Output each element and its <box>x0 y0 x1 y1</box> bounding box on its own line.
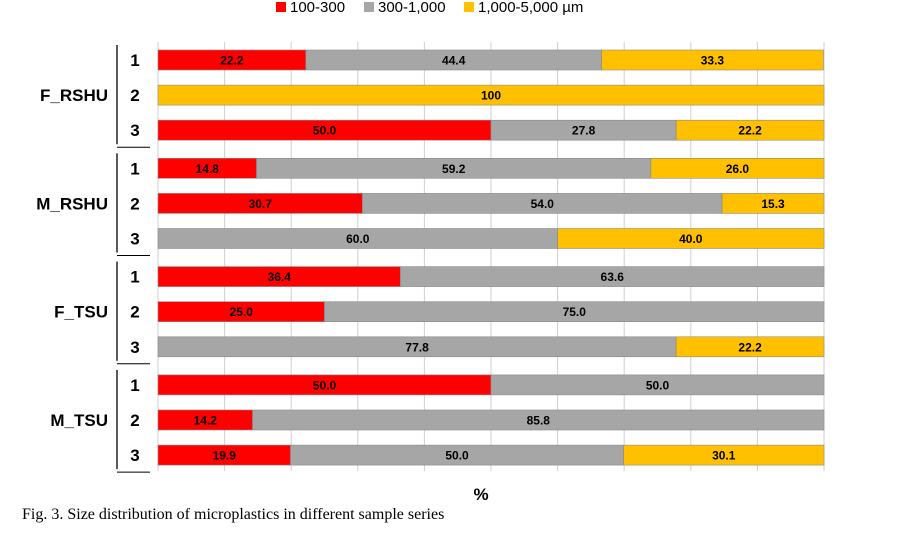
row-tick-label: 2 <box>130 411 139 430</box>
data-label: 50.0 <box>646 378 670 392</box>
data-label: 19.9 <box>213 449 237 463</box>
legend: 100-300 300-1,000 1,000-5,000 µm <box>276 0 583 16</box>
y-axis: 1 2 3 F_RSHU 1 2 3 M_RSHU 1 2 3 F_TSU 1 2 3 M_TSU <box>36 45 150 473</box>
grid-lines <box>157 42 825 472</box>
data-label: 75.0 <box>563 305 587 319</box>
legend-swatch <box>364 2 374 12</box>
data-label: 22.2 <box>738 340 762 354</box>
data-label: 14.8 <box>196 162 220 176</box>
data-label: 40.0 <box>679 232 703 246</box>
bar-segment <box>675 336 825 358</box>
data-label: 25.0 <box>230 305 254 319</box>
data-label: 22.2 <box>220 54 244 68</box>
data-label: 59.2 <box>442 162 466 176</box>
data-label: 14.2 <box>194 414 218 428</box>
data-label: 63.6 <box>601 270 625 284</box>
data-label: 50.0 <box>313 124 337 138</box>
figure-caption: Fig. 3. Size distribution of microplasti… <box>22 506 445 523</box>
legend-swatch <box>276 2 286 12</box>
data-label: 60.0 <box>346 232 370 246</box>
bar-segment <box>623 444 825 466</box>
row-tick-label: 1 <box>130 51 139 70</box>
data-label: 15.3 <box>761 197 785 211</box>
bar-segment <box>400 266 825 287</box>
data-label: 30.7 <box>249 197 273 211</box>
data-label: 26.0 <box>726 162 750 176</box>
group-label: F_RSHU <box>40 86 108 105</box>
group-label: M_TSU <box>50 411 108 430</box>
legend-entry: 300-1,000 <box>378 0 446 16</box>
data-label: 50.0 <box>313 378 337 392</box>
bar-segment <box>601 49 824 71</box>
row-tick-label: 3 <box>130 446 139 465</box>
legend-entry: 100-300 <box>290 0 345 16</box>
legend-entry: 1,000-5,000 µm <box>478 0 583 16</box>
data-label: 30.1 <box>712 449 736 463</box>
legend-swatch <box>464 2 474 12</box>
bar-segment <box>157 84 825 106</box>
bar-segment <box>675 119 825 141</box>
group-label: F_TSU <box>54 303 108 322</box>
data-label: 27.8 <box>572 124 596 138</box>
row-tick-label: 1 <box>130 376 139 395</box>
group-label: M_RSHU <box>36 194 108 213</box>
data-label: 77.8 <box>405 340 429 354</box>
bars: 22.2 44.4 33.3 100 50.0 27.8 22.2 14.8 59.2 26.0 3… <box>157 49 825 466</box>
data-label: 50.0 <box>445 449 469 463</box>
row-tick-label: 2 <box>130 86 139 105</box>
row-tick-label: 2 <box>130 194 139 213</box>
row-tick-label: 3 <box>130 230 139 249</box>
row-tick-label: 3 <box>130 338 139 357</box>
data-label: 33.3 <box>701 54 725 68</box>
bar-segment <box>490 374 825 396</box>
data-label: 36.4 <box>268 270 292 284</box>
bar-segment <box>650 158 825 179</box>
data-label: 44.4 <box>442 54 466 68</box>
row-tick-label: 1 <box>130 268 139 287</box>
bar-segment <box>324 301 825 323</box>
row-tick-label: 1 <box>130 159 139 178</box>
data-label: 54.0 <box>531 197 555 211</box>
x-axis-label: % <box>473 485 488 504</box>
data-label: 85.8 <box>527 414 551 428</box>
data-label: 100 <box>481 89 501 103</box>
row-tick-label: 3 <box>130 121 139 140</box>
bar-segment <box>557 228 825 249</box>
row-tick-label: 2 <box>130 303 139 322</box>
bar-segment <box>721 193 825 214</box>
bar-segment <box>252 409 825 431</box>
data-label: 22.2 <box>738 124 762 138</box>
